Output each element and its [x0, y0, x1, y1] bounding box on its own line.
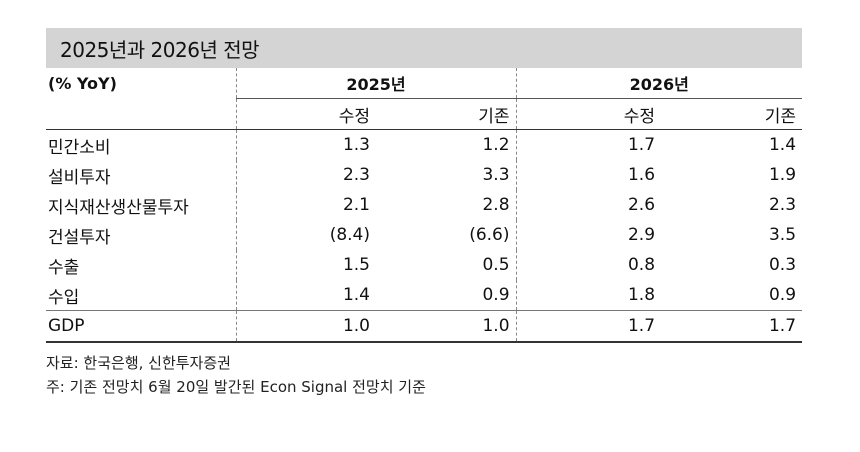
table-row: GDP 1.0 1.0 1.7 1.7	[46, 310, 803, 342]
cell-value: 2.6	[627, 195, 656, 215]
table-row: 수입 1.4 0.9 1.8 0.9	[46, 280, 802, 311]
unit-label: (% YoY)	[46, 68, 237, 99]
cell-value: 1.6	[627, 165, 656, 185]
cell-value: 1.7	[768, 316, 797, 336]
cell-value: 2.8	[376, 190, 517, 220]
cell-value: 1.0	[342, 316, 370, 336]
table-title: 2025년과 2026년 전망	[46, 28, 802, 68]
table-row: 지식재산생산물투자 2.1 2.8 2.6 2.3	[46, 190, 802, 220]
cell-value: 1.7	[627, 316, 656, 336]
row-label: 수입	[46, 280, 237, 311]
row-label: 수출	[46, 250, 237, 280]
cell-value: 0.8	[627, 255, 656, 275]
row-label: 민간소비	[46, 129, 237, 160]
footnote: 주: 기존 전망치 6월 20일 발간된 Econ Signal 전망치 기준	[46, 378, 426, 396]
cell-value: 3.5	[768, 225, 797, 245]
cell-value: 2.9	[627, 225, 656, 245]
cell-value: 1.8	[627, 285, 656, 305]
cell-value: 1.4	[768, 135, 797, 155]
subheader-2025-revised: 수정	[338, 106, 370, 127]
cell-value: 1.7	[627, 135, 656, 155]
forecast-table: (% YoY) 2025년 2026년 수정 기존 수정 기존 민간소비 1.3 1…	[46, 68, 803, 343]
cell-value: (6.6)	[376, 220, 517, 250]
table-row: 설비투자 2.3 3.3 1.6 1.9	[46, 160, 802, 190]
row-label: 지식재산생산물투자	[46, 190, 237, 220]
cell-value: 3.3	[376, 160, 517, 190]
cell-value: 2.3	[768, 195, 797, 215]
cell-value: 1.2	[376, 129, 517, 160]
cell-value: 1.9	[768, 165, 797, 185]
header-spacer	[46, 98, 237, 130]
subheader-2026-previous: 기존	[764, 106, 797, 127]
cell-value: 0.9	[376, 280, 517, 311]
cell-value: 1.5	[342, 255, 370, 275]
year-header-2026: 2026년	[516, 68, 803, 99]
cell-value: (8.4)	[329, 225, 370, 245]
table-row: 건설투자 (8.4) (6.6) 2.9 3.5	[46, 220, 802, 250]
year-header-2025: 2025년	[236, 68, 517, 99]
cell-value: 0.9	[768, 285, 797, 305]
table-row: 민간소비 1.3 1.2 1.7 1.4	[46, 129, 802, 160]
cell-value: 0.3	[768, 255, 797, 275]
cell-value: 2.3	[342, 165, 370, 185]
subheader-2025-previous: 기존	[376, 98, 517, 130]
cell-value: 2.1	[342, 195, 370, 215]
subheader-2026-revised: 수정	[623, 106, 656, 127]
row-label: 건설투자	[46, 220, 237, 250]
header-row-sub: 수정 기존 수정 기존	[46, 98, 803, 130]
cell-value: 1.4	[342, 285, 370, 305]
row-label: 설비투자	[46, 160, 237, 190]
forecast-table-container: 2025년과 2026년 전망 (% YoY) 2025년 2026년 수정 기…	[46, 28, 803, 343]
table-row: 수출 1.5 0.5 0.8 0.3	[46, 250, 802, 280]
source-note: 자료: 한국은행, 신한투자증권	[46, 354, 231, 372]
cell-value: 1.3	[342, 135, 370, 155]
header-row-years: (% YoY) 2025년 2026년	[46, 68, 803, 99]
cell-value: 0.5	[376, 250, 517, 280]
row-label: GDP	[46, 310, 237, 342]
cell-value: 1.0	[376, 310, 517, 342]
